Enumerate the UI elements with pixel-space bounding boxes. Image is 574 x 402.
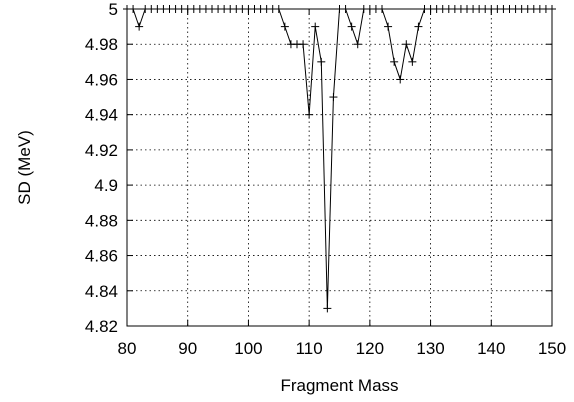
data-point	[353, 40, 362, 49]
plot-frame	[126, 8, 553, 327]
tick-labels: 80 90 100 110 120 130 140 150 4.82 4.84 4.86 4.88 4.…	[85, 0, 566, 358]
y-tick-label: 4.82	[85, 317, 118, 336]
data-point	[396, 75, 405, 84]
data-point	[317, 57, 326, 66]
data-point	[341, 5, 350, 13]
data-point	[135, 22, 144, 31]
data-point	[280, 22, 289, 31]
x-tick-label: 120	[356, 339, 384, 358]
ticks	[126, 8, 553, 327]
y-tick-label: 4.9	[94, 176, 118, 195]
series-line	[127, 8, 552, 309]
data-point	[311, 22, 320, 31]
data-point	[305, 110, 314, 119]
data-point	[347, 22, 356, 31]
data-point	[390, 57, 399, 66]
grid	[127, 9, 552, 326]
x-tick-label: 140	[477, 339, 505, 358]
x-tick-label: 80	[118, 339, 137, 358]
y-tick-label: 4.98	[85, 35, 118, 54]
y-tick-label: 5	[109, 0, 118, 19]
data-point	[408, 57, 417, 66]
data-point	[129, 5, 138, 13]
x-tick-label: 150	[538, 339, 566, 358]
data-point	[414, 22, 423, 31]
y-tick-label: 4.88	[85, 211, 118, 230]
data-point	[274, 5, 283, 13]
y-tick-label: 4.84	[85, 282, 118, 301]
plot-border	[126, 8, 553, 327]
x-tick-label: 100	[234, 339, 262, 358]
data-point	[378, 5, 386, 13]
x-axis-label: Fragment Mass	[280, 376, 398, 395]
x-tick-label: 110	[296, 339, 323, 358]
y-tick-label: 4.92	[85, 141, 118, 160]
data-point	[548, 5, 556, 13]
data-point	[402, 40, 411, 49]
x-tick-label: 130	[416, 339, 444, 358]
data-point	[384, 22, 393, 31]
data-point	[329, 93, 338, 102]
y-tick-label: 4.94	[85, 106, 118, 125]
x-tick-label: 90	[178, 339, 197, 358]
y-axis-label: SD (MeV)	[15, 130, 34, 205]
y-tick-label: 4.86	[85, 247, 118, 266]
data-point	[299, 40, 308, 49]
data-point	[323, 304, 332, 313]
series	[123, 5, 556, 313]
y-tick-label: 4.96	[85, 70, 118, 89]
